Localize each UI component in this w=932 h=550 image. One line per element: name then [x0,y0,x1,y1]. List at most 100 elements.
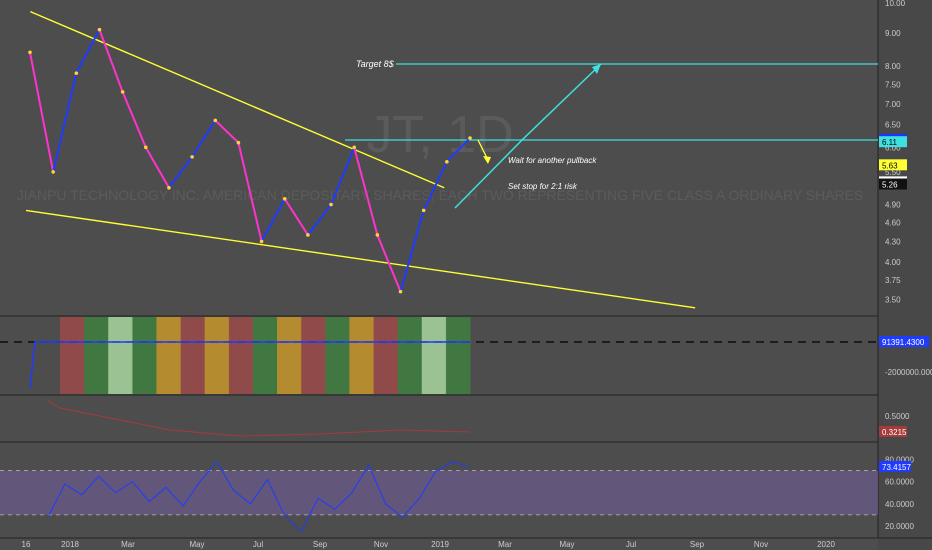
price-point [51,170,55,174]
price-segment [144,146,170,189]
time-tick-label: Sep [690,540,705,549]
volume-band [204,317,230,394]
projection-arrow [454,63,602,209]
volume-band [445,317,471,394]
price-segment [260,198,286,242]
volume-tick-label: -2000000.0000 [885,368,932,377]
price-tick-label: 8.00 [885,62,901,71]
price-point [259,239,264,244]
volume-band [325,317,350,394]
price-tick-label: 3.50 [885,296,901,305]
price-point [445,160,449,164]
target-label: Target 8$ [356,59,395,69]
price-point [306,233,310,237]
price-segment [307,203,332,236]
volume-bands: 91391.4300 -2000000.0000 0.5000 0.3215 [0,317,932,437]
price-point [282,197,287,201]
volume-band [156,317,182,394]
price-segment [446,137,471,163]
price-point [97,27,102,32]
rsi-tick-label: 60.0000 [885,478,914,487]
price-tick-label: 7.00 [885,100,901,109]
price-label-box [879,136,907,148]
price-tick-label: 10.00 [885,0,906,8]
projection-arrowhead [592,64,601,74]
price-point [143,145,148,150]
rsi-label: 73.4157 [882,463,911,472]
axis-labels: 10.00 9.00 8.00 7.50 7.00 6.50 6.00 5.50 4.90 4.6… [22,0,907,549]
price-series [28,27,472,294]
price-segment [399,210,425,292]
price-segment [214,119,240,144]
price-label-box [879,178,907,190]
time-tick-label: Mar [498,540,512,549]
price-segment [191,119,217,158]
indicator-label-box [879,426,907,437]
watermark-symbol: JT, 1D [366,106,513,164]
price-tick-label: 6.50 [885,121,901,130]
price-label: 6.11 [882,138,898,147]
indicator-tick-label: 0.5000 [885,412,910,421]
price-label: 5.26 [882,181,898,190]
price-tick-label: 4.90 [885,201,901,210]
price-point [329,202,333,207]
time-tick-label: May [189,540,204,549]
volume-band [301,317,326,394]
volume-series [29,341,470,389]
price-segment [353,147,379,236]
price-segment [29,52,55,173]
price-tick-label: 6.00 [885,143,901,152]
volume-band [132,317,157,394]
price-tick-label: 4.00 [885,258,901,267]
price-segment [168,156,193,189]
volume-band [84,317,109,394]
volume-band [228,317,254,394]
pullback-arrowhead [483,156,491,164]
volume-band [421,317,447,394]
time-tick-label: Jul [253,540,263,549]
time-tick-label: 2020 [817,540,835,549]
rsi-tick-label: 20.0000 [885,522,914,531]
time-tick-label: 16 [22,540,31,549]
price-point [352,145,357,150]
time-tick-label: Sep [313,540,328,549]
price-segment [121,91,147,148]
price-segment [422,161,448,211]
price-point [74,71,79,76]
price-point [468,136,472,140]
volume-label: 91391.4300 [882,338,925,347]
rsi-tick-label: 80.0000 [885,456,914,465]
rsi-series: 80.0000 60.0000 40.0000 20.0000 73.4157 [0,456,914,533]
price-axis-background [878,0,932,550]
time-tick-label: 2019 [431,540,449,549]
price-label-box [879,159,907,171]
price-segment [330,146,356,205]
price-segment [52,72,78,173]
price-segment [237,142,263,242]
price-point [236,140,241,145]
price-label: 5.63 [882,161,898,170]
rsi-band [0,470,878,515]
price-segment [98,29,124,93]
volume-band [349,317,375,394]
time-tick-label: Nov [374,540,388,549]
annotation-pullback: Wait for another pullback [508,156,597,165]
price-tick-label: 4.30 [885,237,901,246]
volume-band [60,317,85,394]
rsi-tick-label: 40.0000 [885,500,914,509]
volume-band [180,317,206,394]
price-point [28,50,32,55]
price-point [398,289,403,294]
price-tick-label: 7.50 [885,80,901,89]
price-tick-label: 9.00 [885,29,901,38]
time-tick-label: 2018 [61,540,79,549]
price-point [167,185,171,190]
volume-band [373,317,399,394]
time-tick-label: Mar [121,540,135,549]
rsi-label-box [879,460,911,472]
price-point [421,208,426,213]
time-tick-label: Jul [626,540,636,549]
price-point [213,118,218,123]
price-segment [376,234,402,293]
